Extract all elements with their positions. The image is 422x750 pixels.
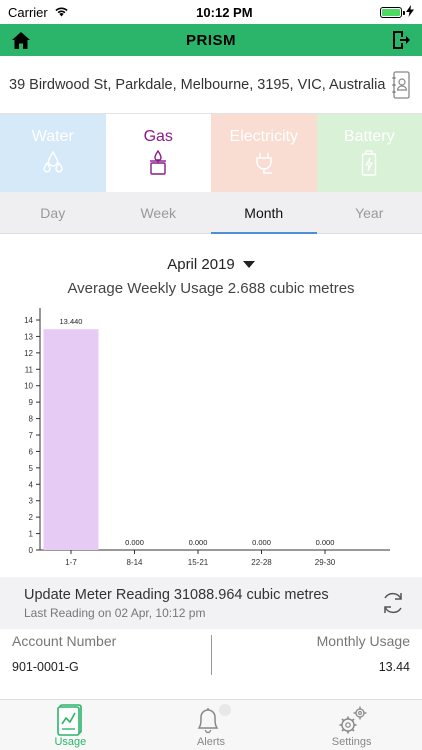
- y-tick-label: 14: [24, 316, 33, 325]
- y-tick-label: 2: [29, 513, 34, 522]
- utility-tile-electricity[interactable]: Electricity: [211, 114, 317, 192]
- home-icon[interactable]: [10, 29, 32, 51]
- x-tick-label: 22-28: [251, 558, 272, 567]
- usage-chart-section: April 2019 Average Weekly Usage 2.688 cu…: [0, 234, 422, 577]
- tab-settings[interactable]: Settings: [281, 700, 422, 750]
- tab-alerts[interactable]: Alerts: [141, 700, 282, 750]
- account-summary: Account Number 901-0001-G Monthly Usage …: [0, 629, 422, 699]
- x-tick-label: 29-30: [315, 558, 336, 567]
- battery-status-icon: [379, 6, 405, 18]
- refresh-icon[interactable]: [378, 588, 408, 618]
- meter-reading-title: Update Meter Reading 31088.964 cubic met…: [24, 586, 329, 603]
- tab-usage-label: Usage: [54, 736, 87, 748]
- utility-label-water: Water: [31, 128, 74, 145]
- monthly-usage-value: 13.44: [378, 660, 410, 674]
- status-right: [379, 4, 414, 20]
- account-number-label: Account Number: [12, 633, 117, 649]
- period-tabs: Day Week Month Year: [0, 192, 422, 234]
- account-divider: [211, 635, 212, 675]
- y-tick-label: 5: [29, 464, 34, 473]
- y-tick-label: 11: [25, 365, 34, 374]
- monthly-usage-label: Monthly Usage: [316, 633, 410, 649]
- property-address: 39 Birdwood St, Parkdale, Melbourne, 319…: [9, 76, 386, 93]
- utility-label-electricity: Electricity: [229, 128, 298, 145]
- tab-settings-label: Settings: [331, 736, 372, 748]
- y-tick-label: 0: [29, 546, 34, 555]
- status-left: Carrier: [8, 5, 69, 20]
- tab-year[interactable]: Year: [355, 204, 384, 221]
- charging-bolt-icon: [405, 4, 414, 20]
- chevron-down-icon: [242, 261, 255, 268]
- y-tick-label: 3: [29, 497, 34, 506]
- last-reading-text: Last Reading on 02 Apr, 10:12 pm: [24, 605, 206, 620]
- utility-label-battery: Battery: [343, 128, 395, 145]
- account-number-value: 901-0001-G: [12, 660, 79, 674]
- monthly-usage-block: Monthly Usage 13.44: [211, 629, 422, 699]
- x-tick-label: 8-14: [126, 558, 143, 567]
- gears-icon: [335, 704, 369, 736]
- y-tick-label: 12: [24, 349, 33, 358]
- bar-value-label: 0.000: [316, 538, 335, 547]
- y-tick-label: 10: [24, 382, 33, 391]
- contact-book-icon[interactable]: [390, 70, 412, 100]
- water-drops-icon: [42, 150, 64, 176]
- meter-reading-row[interactable]: Update Meter Reading 31088.964 cubic met…: [0, 577, 422, 629]
- utility-tile-water[interactable]: Water: [0, 114, 106, 192]
- month-dropdown-label: April 2019: [167, 256, 235, 273]
- carrier-label: Carrier: [8, 4, 48, 20]
- status-bar: Carrier 10:12 PM: [0, 0, 422, 24]
- x-tick-label: 15-21: [188, 558, 209, 567]
- y-tick-label: 7: [29, 431, 34, 440]
- utility-selector: Water Gas Electricity Battery: [0, 114, 422, 192]
- utility-label-gas: Gas: [143, 128, 173, 145]
- bottom-tab-bar: Usage Alerts Settings: [0, 699, 422, 750]
- tab-month[interactable]: Month: [211, 192, 317, 234]
- account-number-block: Account Number 901-0001-G: [0, 629, 211, 699]
- y-tick-label: 13: [24, 332, 33, 341]
- y-tick-label: 6: [29, 447, 34, 456]
- clock: 10:12 PM: [196, 4, 253, 20]
- tab-alerts-label: Alerts: [196, 736, 226, 748]
- app-title: PRISM: [185, 31, 236, 49]
- average-usage-text: Average Weekly Usage 2.688 cubic metres: [67, 280, 355, 297]
- y-tick-label: 4: [29, 480, 34, 489]
- app-header: PRISM: [0, 24, 422, 56]
- month-dropdown[interactable]: April 2019: [0, 256, 422, 273]
- address-row: 39 Birdwood St, Parkdale, Melbourne, 319…: [0, 56, 422, 114]
- usage-report-icon: [57, 704, 83, 736]
- logout-icon[interactable]: [390, 29, 412, 51]
- y-tick-label: 1: [29, 530, 34, 539]
- tab-usage[interactable]: Usage: [0, 700, 141, 750]
- plug-icon: [252, 150, 276, 176]
- bell-icon: [191, 704, 231, 736]
- tab-day[interactable]: Day: [40, 204, 66, 221]
- bar-value-label: 13.440: [60, 317, 83, 326]
- bar-value-label: 0.000: [125, 538, 144, 547]
- x-tick-label: 1-7: [65, 558, 77, 567]
- gas-burner-icon: [147, 150, 169, 176]
- y-tick-label: 8: [29, 415, 34, 424]
- meter-reading-text: Update Meter Reading 31088.964 cubic met…: [24, 587, 329, 620]
- chart-bar: [43, 329, 99, 550]
- bar-value-label: 0.000: [252, 538, 271, 547]
- utility-tile-battery[interactable]: Battery: [316, 114, 422, 192]
- bar-value-label: 0.000: [189, 538, 208, 547]
- utility-tile-gas[interactable]: Gas: [105, 114, 211, 192]
- tab-week[interactable]: Week: [140, 204, 177, 221]
- y-tick-label: 9: [29, 398, 34, 407]
- battery-icon: [361, 150, 377, 176]
- wifi-icon: [54, 5, 69, 20]
